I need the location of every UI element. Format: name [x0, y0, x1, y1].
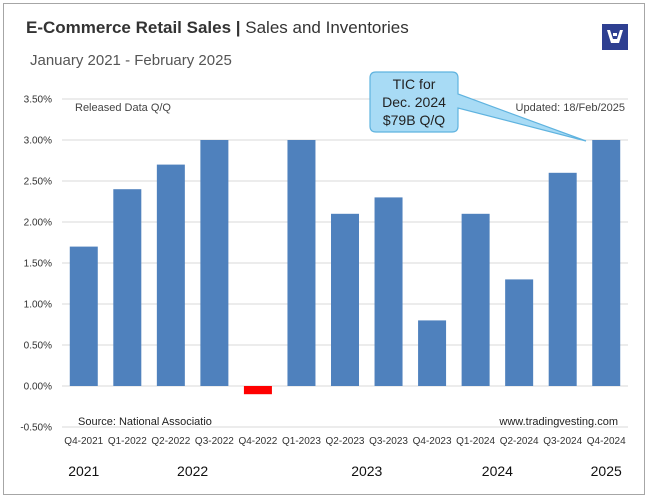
bar-q3-2023	[374, 197, 403, 386]
x-tick-label: Q4-2023	[413, 436, 452, 447]
y-tick-label: 3.00%	[24, 136, 52, 147]
bar-q1-2024	[461, 213, 490, 386]
chart-title: E-Commerce Retail Sales | Sales and Inve…	[26, 18, 409, 38]
year-label: 2025	[591, 463, 622, 479]
x-tick-label: Q2-2024	[500, 436, 539, 447]
x-tick-label: Q4-2021	[64, 436, 103, 447]
x-axis-tick-labels: Q4-2021 Q1-2022 Q2-2022 Q3-2022 Q4-2022 Q1-20…	[64, 436, 626, 447]
bar-q4-2023	[418, 320, 447, 386]
year-label: 2023	[351, 463, 382, 479]
bar-q4-2024	[592, 140, 621, 386]
x-tick-label: Q2-2022	[151, 436, 190, 447]
title-sub: Sales and Inventories	[245, 18, 409, 37]
year-labels: 2021 2022 2023 2024 2025	[68, 463, 622, 479]
bar-q2-2023	[331, 213, 359, 386]
callout-bubble	[369, 71, 587, 142]
x-tick-label: Q3-2024	[543, 436, 582, 447]
bar-q2-2022	[156, 164, 185, 386]
callout-line-1: TIC for	[393, 76, 436, 92]
y-tick-label: 1.00%	[24, 300, 52, 311]
x-tick-label: Q1-2022	[108, 436, 147, 447]
bars	[69, 140, 621, 395]
released-note: Released Data Q/Q	[75, 102, 171, 114]
source-note: Source: National Associatio	[78, 416, 212, 428]
bar-q2-2024	[505, 279, 534, 386]
callout-line-2: Dec. 2024	[382, 94, 446, 110]
bar-q4-2021	[69, 246, 98, 386]
x-tick-label: Q4-2022	[238, 436, 277, 447]
x-tick-label: Q1-2023	[282, 436, 321, 447]
year-label: 2021	[68, 463, 99, 479]
tradingvesting-logo-icon	[602, 24, 628, 50]
year-label: 2024	[482, 463, 513, 479]
callout-line-3: $79B Q/Q	[383, 112, 445, 128]
y-tick-label: 2.00%	[24, 218, 52, 229]
chart-frame	[3, 3, 645, 495]
x-tick-label: Q3-2023	[369, 436, 408, 447]
x-tick-label: Q1-2024	[456, 436, 495, 447]
bar-q3-2024	[548, 172, 577, 386]
y-axis-tick-labels: 3.50% 3.00% 2.50% 2.00% 1.50% 1.00% 0.50% 0.00%…	[20, 95, 52, 434]
callout: TIC for Dec. 2024 $79B Q/Q	[369, 71, 587, 142]
y-tick-label: 1.50%	[24, 259, 52, 270]
title-main: E-Commerce Retail Sales |	[26, 18, 241, 37]
y-tick-label: -0.50%	[20, 423, 52, 434]
website-note: www.tradingvesting.com	[498, 416, 618, 428]
y-tick-label: 3.50%	[24, 95, 52, 106]
bar-q4-2022	[243, 386, 272, 395]
bar-q1-2022	[113, 189, 142, 386]
chart-subtitle: January 2021 - February 2025	[30, 52, 232, 69]
y-tick-label: 2.50%	[24, 177, 52, 188]
x-tick-label: Q4-2024	[587, 436, 626, 447]
bar-q1-2023	[287, 140, 316, 386]
updated-note: Updated: 18/Feb/2025	[516, 102, 625, 114]
x-tick-label: Q2-2023	[326, 436, 365, 447]
y-tick-label: 0.00%	[24, 382, 52, 393]
bar-q3-2022	[200, 140, 229, 386]
year-label: 2022	[177, 463, 208, 479]
x-tick-label: Q3-2022	[195, 436, 234, 447]
y-tick-label: 0.50%	[24, 341, 52, 352]
